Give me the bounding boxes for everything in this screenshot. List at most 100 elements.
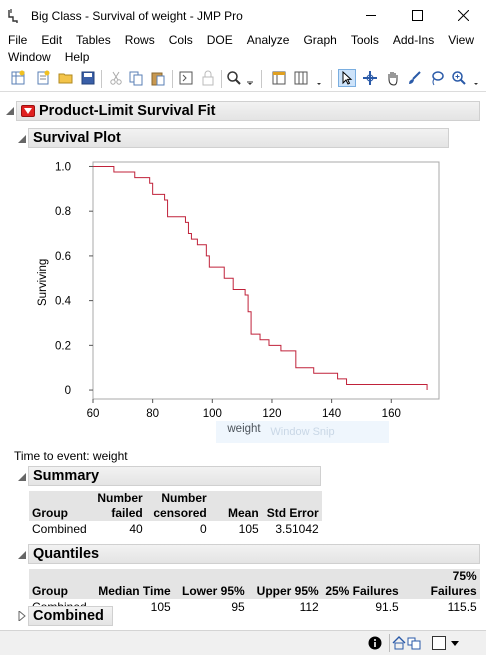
column-header: Lower 95% — [173, 569, 248, 599]
menu-bar: File Edit Tables Rows Cols DOE Analyze Graph Too… — [0, 31, 486, 65]
quantiles-title: Quantiles — [33, 546, 100, 562]
x-tick-label: 140 — [322, 408, 341, 420]
y-tick-label: 0.6 — [55, 251, 71, 263]
disclosure-expanded-icon[interactable] — [5, 106, 15, 116]
menu-tables[interactable]: Tables — [76, 32, 111, 47]
disclosure-expanded-icon[interactable] — [17, 550, 27, 560]
y-tick-label: 1.0 — [55, 161, 71, 173]
disclosure-expanded-icon[interactable] — [17, 472, 27, 482]
menu-row-2: Window Help — [0, 48, 486, 65]
column-header: Number censored — [145, 491, 210, 521]
maximize-icon — [411, 10, 423, 21]
menu-graph[interactable]: Graph — [303, 32, 337, 47]
table-columns-icon[interactable] — [293, 70, 309, 86]
menu-tools[interactable]: Tools — [350, 32, 379, 47]
combined-header[interactable]: Combined — [28, 606, 113, 626]
table-cell: 105 — [238, 522, 259, 536]
menu-rows[interactable]: Rows — [124, 32, 155, 47]
summary-title: Summary — [33, 468, 100, 484]
x-tick-label: 160 — [382, 408, 401, 420]
save-icon[interactable] — [80, 70, 96, 86]
column-header: Median Time — [89, 569, 174, 599]
zoom-icon[interactable] — [451, 70, 467, 86]
survival-plot-title: Survival Plot — [33, 130, 121, 146]
crosshair-icon[interactable] — [362, 70, 378, 86]
menu-edit[interactable]: Edit — [41, 32, 63, 47]
survival-plot-header[interactable]: Survival Plot — [28, 128, 449, 148]
search-icon[interactable] — [226, 70, 242, 86]
summary-header[interactable]: Summary — [28, 466, 321, 486]
red-triangle-menu-icon[interactable] — [21, 105, 35, 117]
table-cell: 105 — [150, 600, 171, 614]
menu-help[interactable]: Help — [64, 49, 90, 64]
summary-table: Group Number failed Number censored Mean Std… — [29, 491, 322, 537]
x-axis-label: weight — [226, 423, 261, 435]
table-row: Combined 40 0 105 3.51042 — [29, 521, 322, 537]
menu-cols[interactable]: Cols — [168, 32, 193, 47]
table-cell: 40 — [129, 522, 143, 536]
y-tick-label: 0.8 — [55, 206, 71, 218]
status-bar — [0, 630, 486, 655]
paste-icon[interactable] — [150, 70, 166, 86]
minimize-button[interactable] — [348, 0, 394, 31]
x-tick-label: 80 — [146, 408, 159, 420]
product-limit-header[interactable]: Product-Limit Survival Fit — [16, 101, 480, 121]
table-cell: Combined — [32, 522, 87, 536]
menu-file[interactable]: File — [8, 32, 28, 47]
quantiles-header[interactable]: Quantiles — [28, 544, 480, 564]
y-tick-label: 0 — [65, 385, 71, 397]
chevron-down-icon[interactable] — [315, 70, 323, 86]
menu-view[interactable]: View — [448, 32, 474, 47]
script-editor-icon[interactable] — [178, 70, 194, 86]
chevron-down-icon[interactable] — [472, 70, 480, 86]
chevron-down-icon[interactable] — [246, 70, 254, 86]
menu-doe[interactable]: DOE — [206, 32, 233, 47]
survival-chart: 0 0.2 0.4 0.6 0.8 1.0 60 80 100 120 140 160 weight — [55, 161, 440, 435]
column-header: Upper 95% — [247, 569, 322, 599]
copy-icon[interactable] — [128, 70, 144, 86]
data-table-icon[interactable] — [271, 70, 287, 86]
close-icon — [457, 10, 469, 21]
table-cell: 91.5 — [375, 600, 399, 614]
menu-analyze[interactable]: Analyze — [246, 32, 290, 47]
window-list-icon[interactable] — [407, 636, 421, 650]
window-snip-watermark: Window Snip — [216, 421, 389, 443]
home-icon[interactable] — [392, 636, 406, 650]
plot-frame — [92, 161, 440, 400]
open-folder-icon[interactable] — [58, 70, 74, 86]
dropdown-icon[interactable] — [450, 636, 460, 650]
title-bar: Big Class - Survival of weight - JMP Pro — [0, 0, 486, 31]
quantiles-table: Group Median Time Lower 95% Upper 95% 25% Fa… — [29, 569, 480, 615]
menu-add-ins[interactable]: Add-Ins — [392, 32, 435, 47]
lock-icon[interactable] — [200, 70, 216, 86]
new-script-icon[interactable] — [35, 70, 51, 86]
y-tick-label: 0.2 — [55, 340, 71, 352]
cut-icon[interactable] — [108, 70, 124, 86]
survival-step-line — [93, 165, 428, 391]
toolbar — [0, 66, 486, 92]
arrow-tool-icon[interactable] — [338, 69, 356, 87]
table-cell: 3.51042 — [275, 522, 319, 536]
x-tick-label: 120 — [262, 408, 281, 420]
window-title: Big Class - Survival of weight - JMP Pro — [31, 8, 243, 23]
close-button[interactable] — [440, 0, 486, 31]
new-data-table-icon[interactable] — [10, 70, 26, 86]
table-cell: 112 — [299, 600, 319, 614]
window-icon[interactable] — [432, 636, 446, 650]
x-tick-label: 60 — [87, 408, 100, 420]
menu-window[interactable]: Window — [8, 49, 51, 64]
x-tick-label: 100 — [203, 408, 222, 420]
brush-icon[interactable] — [407, 70, 423, 86]
report-content: Product-Limit Survival Fit Survival Plot… — [0, 96, 486, 630]
report-title: Product-Limit Survival Fit — [39, 103, 216, 119]
maximize-button[interactable] — [394, 0, 440, 31]
column-header: 75% Failures — [401, 569, 480, 599]
info-icon[interactable] — [368, 636, 382, 650]
hand-icon[interactable] — [385, 70, 401, 86]
disclosure-expanded-icon[interactable] — [17, 134, 27, 144]
lasso-icon[interactable] — [429, 70, 445, 86]
menu-row-1: File Edit Tables Rows Cols DOE Analyze Graph Too… — [0, 31, 486, 48]
column-header: Mean — [209, 491, 262, 521]
column-header: Number failed — [89, 491, 146, 521]
disclosure-collapsed-icon[interactable] — [17, 611, 27, 621]
